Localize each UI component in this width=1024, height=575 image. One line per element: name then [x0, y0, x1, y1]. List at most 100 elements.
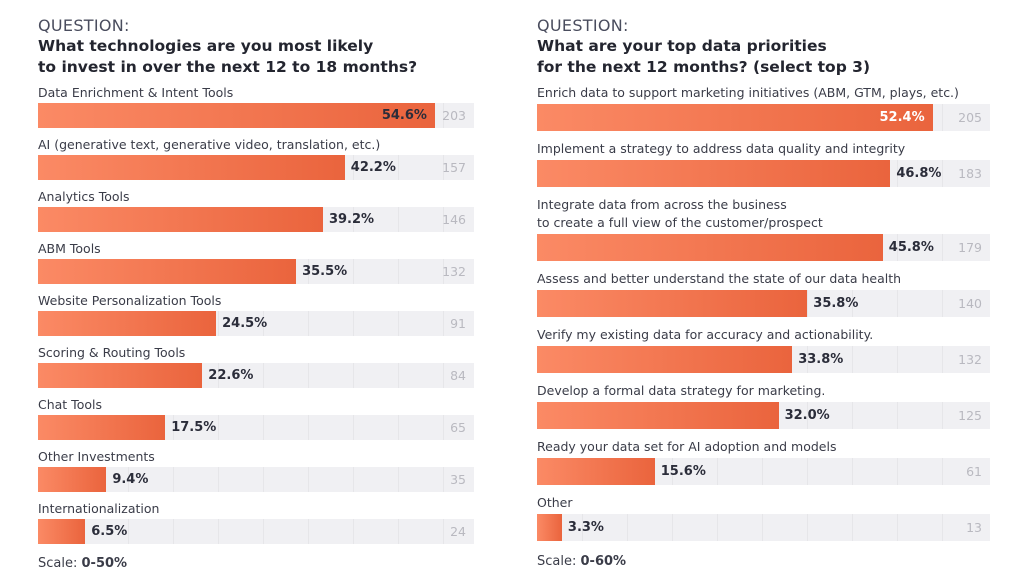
- gridline: [852, 290, 853, 317]
- count-label: 132: [442, 264, 466, 279]
- gridline: [942, 458, 943, 485]
- gridline: [852, 514, 853, 541]
- bar: [38, 103, 435, 128]
- gridline: [218, 519, 219, 544]
- gridline: [353, 311, 354, 336]
- gridline: [128, 519, 129, 544]
- bar-list: Enrich data to support marketing initiat…: [537, 84, 990, 550]
- count-label: 24: [450, 524, 466, 539]
- gridline: [807, 402, 808, 429]
- count-label: 183: [958, 166, 982, 181]
- gridline: [353, 415, 354, 440]
- bar: [537, 234, 883, 261]
- bar: [537, 346, 793, 373]
- gridline: [398, 311, 399, 336]
- category-label: Website Personalization Tools: [38, 293, 222, 308]
- gridline: [897, 234, 898, 261]
- gridline: [807, 514, 808, 541]
- value-label: 45.8%: [888, 240, 934, 255]
- count-label: 179: [958, 240, 982, 255]
- value-label: 9.4%: [112, 472, 149, 487]
- question-label: QUESTION:: [38, 16, 130, 35]
- count-label: 84: [450, 368, 466, 383]
- gridline: [353, 519, 354, 544]
- value-label: 52.4%: [879, 110, 925, 125]
- bar-track: 39.2% 146: [38, 207, 474, 232]
- bar-track: 35.8% 140: [537, 290, 990, 317]
- category-label: AI (generative text, generative video, t…: [38, 137, 381, 152]
- gridline: [353, 467, 354, 492]
- category-label: Internationalization: [38, 501, 160, 516]
- data-priorities-chart: QUESTION: What are your top data priorit…: [537, 16, 990, 569]
- gridline: [353, 259, 354, 284]
- scale-value: 0-60%: [580, 554, 627, 569]
- bar-row: Develop a formal data strategy for marke…: [537, 382, 990, 438]
- bar: [38, 415, 166, 440]
- category-label: Integrate data from across the business …: [537, 197, 823, 230]
- gridline: [173, 467, 174, 492]
- bar: [38, 467, 107, 492]
- gridline: [942, 402, 943, 429]
- gridline: [218, 415, 219, 440]
- bar-track: 45.8% 179: [537, 234, 990, 261]
- value-label: 17.5%: [171, 420, 217, 435]
- gridline: [582, 514, 583, 541]
- gridline: [897, 458, 898, 485]
- category-label: ABM Tools: [38, 241, 101, 256]
- value-label: 42.2%: [350, 160, 396, 175]
- scale-value: 0-50%: [81, 556, 128, 571]
- gridline: [398, 155, 399, 180]
- category-label: Assess and better understand the state o…: [537, 271, 902, 286]
- bar-track: 3.3% 13: [537, 514, 990, 541]
- value-label: 3.3%: [567, 520, 604, 535]
- gridline: [398, 467, 399, 492]
- bar: [537, 514, 562, 541]
- gridline: [942, 160, 943, 187]
- question-title: What are your top data priorities for th…: [537, 37, 871, 76]
- bar-row: Verify my existing data for accuracy and…: [537, 326, 990, 382]
- gridline: [128, 467, 129, 492]
- bar-track: 42.2% 157: [38, 155, 474, 180]
- gridline: [308, 519, 309, 544]
- gridline: [443, 467, 444, 492]
- technologies-chart: QUESTION: What technologies are you most…: [38, 16, 474, 571]
- bar-list: Data Enrichment & Intent Tools 54.6% 203 AI…: [38, 84, 474, 552]
- gridline: [218, 311, 219, 336]
- value-label: 6.5%: [91, 524, 128, 539]
- gridline: [398, 519, 399, 544]
- value-label: 54.6%: [381, 108, 427, 123]
- bar: [38, 519, 86, 544]
- gridline: [897, 514, 898, 541]
- bar-row: Internationalization 6.5% 24: [38, 500, 474, 552]
- value-label: 32.0%: [784, 408, 830, 423]
- gridline: [852, 458, 853, 485]
- gridline: [627, 514, 628, 541]
- bar-track: 54.6% 203: [38, 103, 474, 128]
- scale-note: Scale: 0-50%: [38, 556, 474, 571]
- scale-label: Scale:: [537, 554, 577, 569]
- gridline: [717, 458, 718, 485]
- question-title: What technologies are you most likely to…: [38, 37, 418, 76]
- category-label: Enrich data to support marketing initiat…: [537, 85, 959, 100]
- scale-label: Scale:: [38, 556, 78, 571]
- count-label: 205: [958, 110, 982, 125]
- gridline: [717, 514, 718, 541]
- gridline: [173, 519, 174, 544]
- gridline: [443, 103, 444, 128]
- category-label: Analytics Tools: [38, 189, 130, 204]
- count-label: 140: [958, 296, 982, 311]
- gridline: [443, 259, 444, 284]
- bar: [38, 155, 345, 180]
- category-label: Data Enrichment & Intent Tools: [38, 85, 234, 100]
- bar-row: Other 3.3% 13: [537, 494, 990, 550]
- value-label: 35.8%: [813, 296, 859, 311]
- gridline: [263, 311, 264, 336]
- category-label: Scoring & Routing Tools: [38, 345, 186, 360]
- bar: [537, 104, 933, 131]
- gridline: [942, 514, 943, 541]
- bar-track: 17.5% 65: [38, 415, 474, 440]
- bar: [38, 363, 203, 388]
- bar-track: 35.5% 132: [38, 259, 474, 284]
- count-label: 91: [450, 316, 466, 331]
- gridline: [443, 415, 444, 440]
